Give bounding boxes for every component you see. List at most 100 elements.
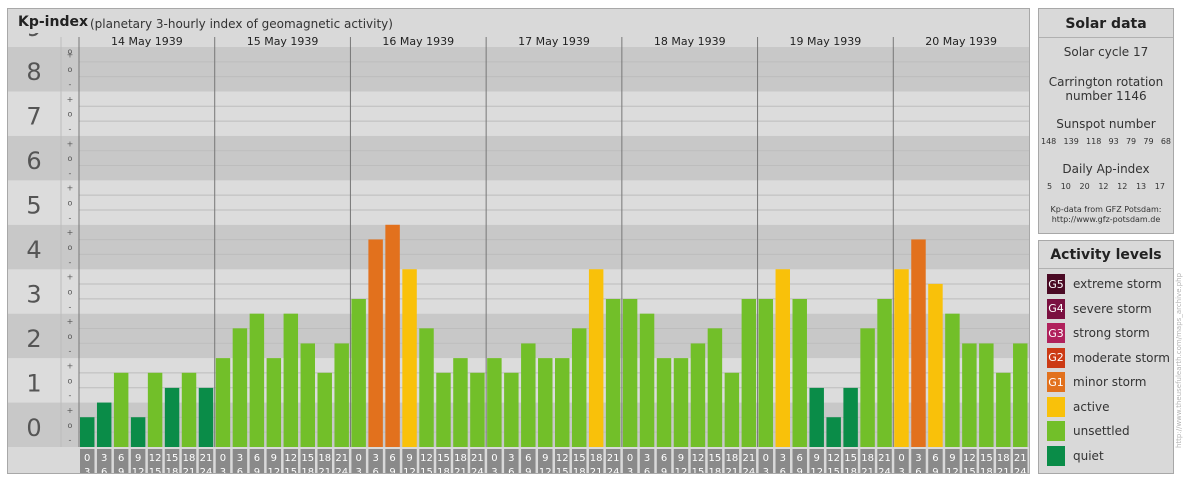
activity-levels-panel: Activity levels G5 extreme storm G4 severe … [1038, 240, 1174, 474]
kp-bar [588, 269, 604, 447]
ap-value: 17 [1154, 182, 1165, 191]
time-slot-box [453, 449, 468, 473]
time-slot-start: 9 [135, 453, 141, 464]
kp-bar [1013, 343, 1028, 447]
time-slot-start: 21 [200, 453, 213, 464]
time-slot-start: 3 [644, 453, 650, 464]
time-slot-start: 6 [389, 453, 395, 464]
legend-item: quiet [1047, 445, 1104, 466]
time-slot-start: 6 [525, 453, 531, 464]
kp-bar [911, 239, 926, 447]
y-subtick-label: + [67, 273, 74, 282]
kp-band [8, 135, 1029, 181]
y-subtick-label: - [69, 258, 72, 267]
time-slot-start: 12 [149, 453, 162, 464]
time-slot-box [368, 449, 383, 473]
kp-bar [775, 269, 790, 447]
time-slot-end: 9 [118, 467, 124, 473]
ap-value: 10 [1060, 182, 1071, 191]
time-slot-start: 15 [166, 453, 179, 464]
time-slot-end: 6 [644, 467, 650, 473]
time-slot-start: 12 [692, 453, 705, 464]
day-label: 15 May 1939 [247, 35, 319, 48]
time-slot-end: 15 [556, 467, 569, 473]
kp-bar [826, 417, 841, 447]
kp-bar [656, 358, 672, 447]
kp-bar [198, 387, 214, 447]
kp-band [8, 269, 1029, 314]
kp-bar [843, 387, 858, 447]
y-subtick-label: o [68, 243, 73, 252]
time-slot-start: 3 [372, 453, 378, 464]
ap-value: 13 [1135, 182, 1147, 191]
y-tick-label: 1 [26, 369, 41, 397]
time-slot-start: 21 [471, 453, 484, 464]
kp-bar [707, 328, 723, 447]
time-slot-end: 12 [132, 467, 145, 473]
kp-band [8, 313, 1029, 359]
y-subtick-label: - [69, 169, 72, 178]
time-slot-start: 0 [763, 453, 769, 464]
legend-item: unsettled [1047, 421, 1130, 441]
kp-bar [419, 328, 434, 447]
source-link[interactable]: http://www.gfz-potsdam.de [1051, 215, 1161, 224]
time-slot-end: 24 [1014, 467, 1027, 473]
ap-value: 12 [1117, 182, 1128, 191]
time-slot-end: 9 [932, 467, 938, 473]
kp-bar [266, 358, 282, 447]
day-label: 16 May 1939 [382, 35, 454, 48]
time-slot-box [300, 449, 315, 473]
legend-swatch [1047, 421, 1065, 441]
time-slot-end: 18 [980, 467, 993, 473]
time-slot-end: 3 [84, 467, 90, 473]
time-slot-start: 3 [101, 453, 107, 464]
time-slot-end: 24 [742, 467, 755, 473]
time-slot-start: 9 [678, 453, 684, 464]
time-slot-end: 9 [389, 467, 395, 473]
time-slot-box [198, 449, 214, 473]
time-slot-end: 3 [898, 467, 904, 473]
kp-bar [436, 372, 451, 447]
legend-label: extreme storm [1073, 277, 1162, 291]
ap-value: 20 [1079, 182, 1090, 191]
y-tick-label: 9 [26, 33, 41, 42]
time-slot-end: 18 [573, 467, 586, 473]
time-slot-end: 6 [508, 467, 514, 473]
time-slot-start: 0 [491, 453, 497, 464]
kp-chart-panel: Kp-index (planetary 3-hourly index of ge… [7, 8, 1030, 474]
time-slot-end: 24 [471, 467, 484, 473]
time-slot-box [911, 449, 926, 473]
time-slot-end: 6 [780, 467, 786, 473]
time-slot-end: 21 [726, 467, 739, 473]
kp-bar [945, 313, 960, 447]
y-subtick-label: + [67, 95, 74, 104]
kp-bar [639, 313, 655, 447]
y-tick-label: 4 [26, 236, 41, 264]
kp-bar [249, 313, 265, 447]
time-slot-end: 6 [101, 467, 107, 473]
time-slot-end: 15 [149, 467, 162, 473]
y-subtick-label: - [69, 436, 72, 445]
sunspot-value: 118 [1086, 137, 1102, 146]
time-slot-start: 0 [84, 453, 90, 464]
time-slot-start: 9 [406, 453, 412, 464]
y-subtick-label: o [68, 65, 73, 74]
sunspot-value: 148 [1041, 137, 1057, 146]
time-slot-end: 12 [403, 467, 416, 473]
time-slot-box [945, 449, 960, 473]
time-slot-box [215, 449, 231, 473]
watermark: http://www.theusefulearth.com/maps_archi… [1175, 272, 1183, 448]
y-subtick-label: o [68, 110, 73, 119]
time-slot-box [504, 449, 519, 473]
time-slot-box [538, 449, 553, 473]
time-slot-box [436, 449, 451, 473]
kp-bar [351, 299, 366, 447]
time-slot-end: 24 [607, 467, 620, 473]
kp-bar [724, 372, 740, 447]
day-label: 17 May 1939 [518, 35, 590, 48]
time-slot-start: 6 [118, 453, 124, 464]
time-slot-end: 12 [539, 467, 552, 473]
time-slot-box [979, 449, 994, 473]
chart-subtitle: (planetary 3-hourly index of geomagnetic… [90, 17, 393, 31]
time-slot-end: 15 [827, 467, 840, 473]
